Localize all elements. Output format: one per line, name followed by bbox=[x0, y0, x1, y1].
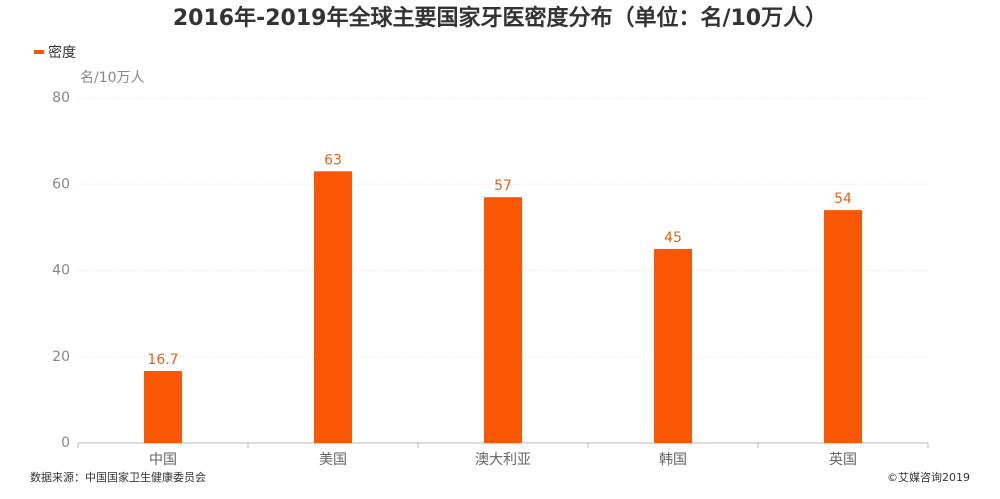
value-label: 57 bbox=[494, 178, 512, 194]
value-label: 54 bbox=[834, 191, 852, 207]
y-tick-label: 20 bbox=[52, 349, 70, 365]
bar bbox=[484, 197, 522, 443]
y-tick-label: 0 bbox=[61, 435, 70, 451]
y-axis-label: 名/10万人 bbox=[80, 70, 145, 86]
bar bbox=[654, 248, 692, 443]
chart-title: 2016年-2019年全球主要国家牙医密度分布（单位：名/10万人） bbox=[173, 5, 827, 31]
value-label: 63 bbox=[324, 152, 342, 168]
x-tick-label: 韩国 bbox=[659, 452, 687, 468]
x-tick-label: 澳大利亚 bbox=[475, 452, 531, 468]
bar bbox=[144, 370, 182, 443]
legend-label: 密度 bbox=[48, 44, 76, 61]
y-tick-label: 80 bbox=[52, 90, 70, 106]
legend-swatch bbox=[34, 50, 44, 54]
value-label: 16.7 bbox=[147, 352, 178, 368]
x-tick-label: 美国 bbox=[319, 452, 347, 468]
x-tick-label: 中国 bbox=[149, 452, 177, 468]
x-tick-label: 英国 bbox=[829, 451, 857, 468]
source: 数据来源：中国国家卫生健康委员会 bbox=[30, 470, 206, 484]
y-tick-label: 60 bbox=[52, 176, 70, 192]
value-label: 45 bbox=[664, 230, 682, 246]
bar bbox=[824, 210, 862, 443]
y-tick-label: 40 bbox=[52, 263, 70, 279]
credit: ©艾媒咨询2019 bbox=[887, 470, 970, 484]
bar bbox=[314, 171, 352, 443]
